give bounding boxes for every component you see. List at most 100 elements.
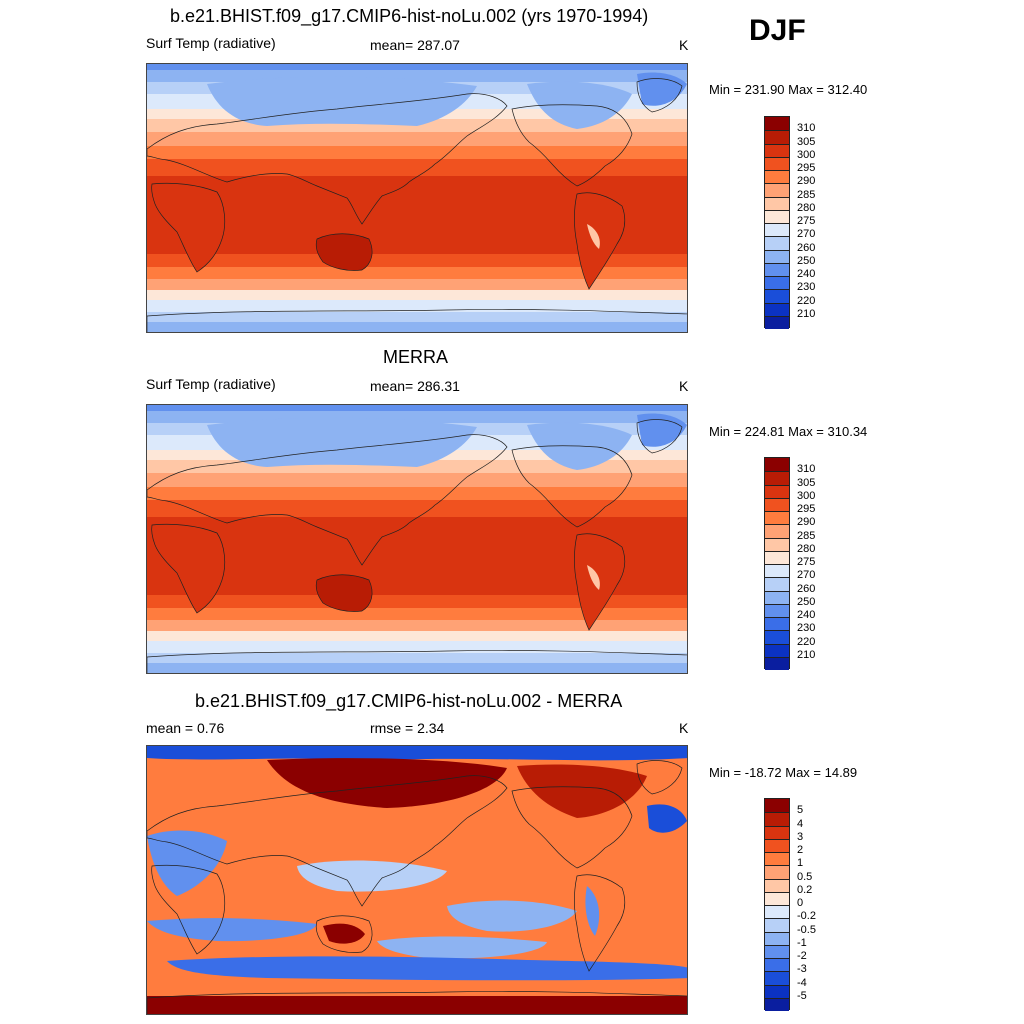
colorbar-box [765, 891, 789, 905]
colorbar-tick-label: -2 [797, 950, 807, 962]
panel-3-minmax: Min = -18.72 Max = 14.89 [709, 765, 858, 780]
colorbar-tick-label: 275 [797, 556, 816, 568]
panel-1-map [146, 63, 688, 333]
panel-3-map [146, 745, 688, 1015]
panel-1-map-graphic [147, 64, 687, 332]
season-label: DJF [749, 14, 806, 47]
colorbar-tick-label: 280 [797, 542, 816, 555]
panel-3-units: K [679, 720, 689, 736]
panel-3-title: b.e21.BHIST.f09_g17.CMIP6-hist-noLu.002 … [195, 691, 623, 711]
panel-2-map [146, 404, 688, 674]
colorbar-tick-label: -0.5 [797, 923, 816, 936]
colorbar-box [765, 852, 789, 866]
colorbar-box [765, 249, 789, 263]
colorbar-tick-label: 295 [797, 162, 816, 174]
colorbar-tick-label: 230 [797, 281, 816, 294]
colorbar-tick-label: 290 [797, 516, 816, 529]
colorbar-tick-label: -5 [797, 989, 807, 1002]
colorbar-box [765, 289, 789, 303]
colorbar-box [765, 143, 789, 157]
colorbar-tick-label: 260 [797, 582, 816, 595]
colorbar-tick-label: 4 [797, 817, 804, 830]
colorbar-tick-label: 310 [797, 122, 816, 135]
colorbar-box [765, 130, 789, 144]
colorbar-box [765, 156, 789, 170]
colorbar-box [765, 984, 789, 998]
colorbar-box [765, 497, 789, 511]
panel-3-rmse-label: rmse = 2.34 [370, 720, 445, 736]
colorbar-box [765, 302, 789, 316]
panel-2-variable-label: Surf Temp (radiative) [146, 376, 276, 392]
colorbar-box [765, 812, 789, 826]
panel-3-colorbar [764, 798, 790, 1011]
colorbar-tick-label: 285 [797, 188, 816, 201]
panel-2-mean-label: mean= 286.31 [370, 378, 460, 394]
colorbar-tick-label: 3 [797, 830, 804, 843]
colorbar-box [765, 236, 789, 250]
colorbar-box [765, 117, 789, 131]
colorbar-tick-label: -0.2 [797, 910, 816, 923]
colorbar-tick-label: 260 [797, 241, 816, 254]
colorbar-box [765, 524, 789, 538]
colorbar-tick-label: 0.2 [797, 883, 813, 896]
colorbar-box [765, 865, 789, 879]
colorbar-tick-label: 295 [797, 503, 816, 515]
colorbar-tick-label: 310 [797, 463, 816, 476]
colorbar-box [765, 564, 789, 578]
colorbar-box [765, 617, 789, 631]
colorbar-tick-label: 305 [797, 476, 816, 489]
panel-2-minmax: Min = 224.81 Max = 310.34 [709, 424, 868, 439]
colorbar-box [765, 458, 789, 472]
colorbar-tick-label: 305 [797, 135, 816, 148]
colorbar-box [765, 958, 789, 972]
colorbar-tick-label: 1 [797, 857, 804, 870]
colorbar-box [765, 997, 789, 1011]
colorbar-tick-label: 250 [797, 254, 816, 267]
panel-2-units: K [679, 378, 689, 394]
colorbar-box [765, 196, 789, 210]
colorbar-box [765, 944, 789, 958]
colorbar-tick-label: 290 [797, 175, 816, 188]
colorbar-tick-label: 0.5 [797, 870, 813, 883]
colorbar-tick-label: 230 [797, 622, 816, 635]
colorbar-tick-label: 300 [797, 489, 816, 502]
colorbar-box [765, 971, 789, 985]
colorbar-box [765, 511, 789, 525]
panel-2-title: MERRA [383, 347, 449, 367]
panel-2-map-graphic [147, 405, 687, 673]
colorbar-tick-label: 2 [797, 844, 804, 856]
colorbar-box [765, 209, 789, 223]
colorbar-tick-label: 285 [797, 529, 816, 542]
colorbar-tick-label: -3 [797, 963, 807, 976]
colorbar-box [765, 931, 789, 945]
colorbar-tick-label: 220 [797, 294, 816, 307]
colorbar-box [765, 276, 789, 290]
colorbar-tick-label: 220 [797, 635, 816, 648]
panel-1-mean-label: mean= 287.07 [370, 37, 460, 53]
colorbar-tick-label: 275 [797, 215, 816, 227]
colorbar-tick-label: 210 [797, 648, 816, 661]
colorbar-box [765, 484, 789, 498]
colorbar-box [765, 643, 789, 657]
panel-3-mean-label: mean = 0.76 [146, 720, 225, 736]
panel-2-colorbar [764, 457, 790, 670]
panel-1-minmax: Min = 231.90 Max = 312.40 [709, 82, 868, 97]
colorbar-tick-label: -4 [797, 976, 807, 989]
colorbar-tick-label: 280 [797, 201, 816, 214]
colorbar-box [765, 590, 789, 604]
colorbar-box [765, 315, 789, 329]
colorbar-tick-label: 240 [797, 609, 816, 621]
colorbar-box [765, 918, 789, 932]
panel-1-units: K [679, 37, 689, 53]
colorbar-tick-label: -1 [797, 936, 807, 949]
panel-3-map-graphic [147, 746, 687, 1014]
colorbar-box [765, 471, 789, 485]
colorbar-box [765, 550, 789, 564]
colorbar-box [765, 262, 789, 276]
colorbar-box [765, 630, 789, 644]
panel-1-title: b.e21.BHIST.f09_g17.CMIP6-hist-noLu.002 … [170, 6, 649, 26]
colorbar-tick-label: 270 [797, 228, 816, 241]
colorbar-box [765, 603, 789, 617]
colorbar-tick-label: 300 [797, 148, 816, 161]
panel-1-variable-label: Surf Temp (radiative) [146, 35, 276, 51]
